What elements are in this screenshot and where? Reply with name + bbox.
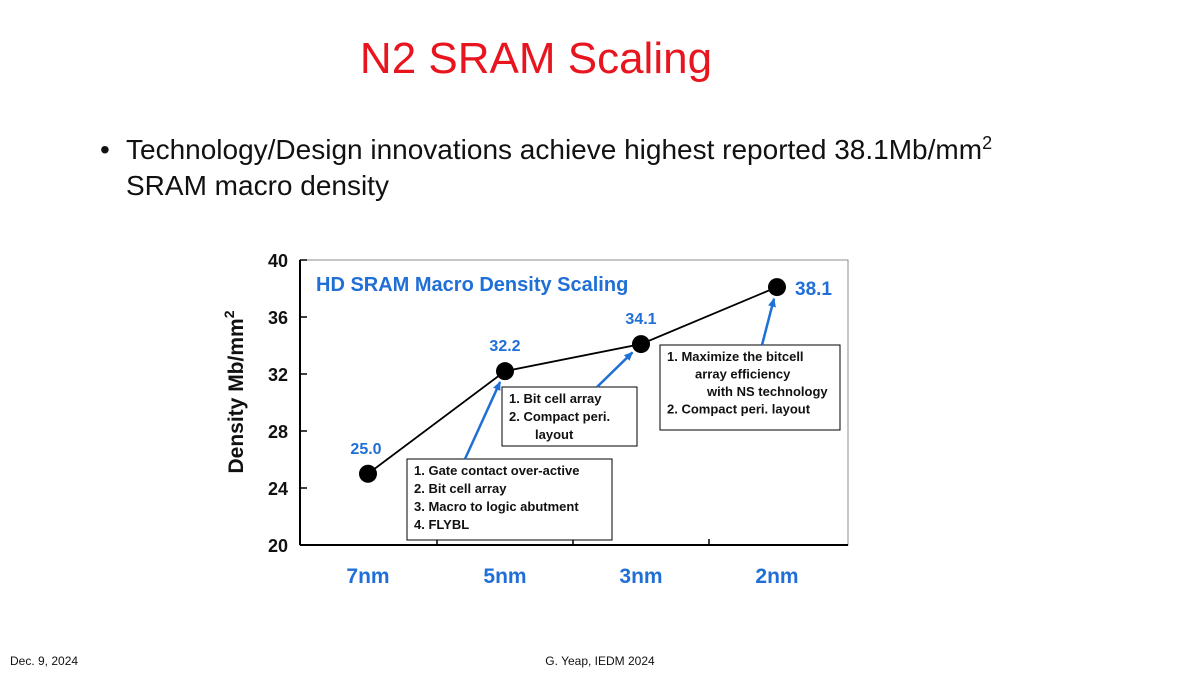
density-trend-line <box>367 286 778 475</box>
annotation-line: layout <box>535 427 574 442</box>
annotations: 1. Gate contact over-active 2. Bit cell a… <box>406 297 841 541</box>
x-tick-label: 2nm <box>755 565 798 588</box>
annotation-box <box>501 386 638 447</box>
data-point <box>496 362 514 381</box>
annotation-box <box>406 458 613 541</box>
y-tick-label: 36 <box>268 308 288 328</box>
x-tick-label: 5nm <box>483 565 526 588</box>
bullet-dot: • <box>100 134 110 165</box>
x-ticks: 7nm 5nm 3nm 2nm <box>346 539 799 588</box>
annotation-line: 1. Maximize the bitcell <box>667 349 804 364</box>
data-point <box>768 278 786 297</box>
annotation-line: 2. Compact peri. <box>509 409 610 424</box>
x-tick-label: 3nm <box>619 565 662 588</box>
data-label: 38.1 <box>795 279 832 300</box>
data-label: 34.1 <box>625 311 656 328</box>
bullet-text-line1: Technology/Design innovations achieve hi… <box>126 134 983 165</box>
y-tick-label: 40 <box>268 251 288 271</box>
y-axis-label-text: Density Mb/mm <box>225 318 248 473</box>
slide-title: N2 SRAM Scaling <box>359 34 713 83</box>
y-axis-label: Density Mb/mm2 <box>221 310 248 473</box>
y-tick-label: 24 <box>268 479 288 499</box>
y-ticks: 20 24 28 32 36 40 <box>268 251 307 556</box>
annotation-line: 4. FLYBL <box>414 517 469 532</box>
y-tick-label: 28 <box>268 422 288 442</box>
annotation-line: with NS technology <box>706 384 828 399</box>
footer-credit: G. Yeap, IEDM 2024 <box>545 654 655 668</box>
annotation-line: 2. Bit cell array <box>414 481 507 496</box>
annotation-line: 2. Compact peri. layout <box>667 402 811 417</box>
data-label: 32.2 <box>489 338 520 355</box>
x-tick-label: 7nm <box>346 565 389 588</box>
data-point <box>632 335 650 354</box>
y-tick-label: 20 <box>268 536 288 556</box>
annotation-arrow <box>760 297 776 346</box>
chart-title: HD SRAM Macro Density Scaling <box>316 274 628 296</box>
annotation-arrow <box>463 381 502 460</box>
y-axis-label-superscript: 2 <box>221 310 237 318</box>
bullet-text-line2: SRAM macro density <box>126 170 389 201</box>
data-points <box>359 278 786 483</box>
footer-date: Dec. 9, 2024 <box>10 654 79 668</box>
series-line <box>367 286 778 475</box>
data-label: 25.0 <box>350 441 381 458</box>
annotation-box <box>659 344 841 431</box>
annotation-line: array efficiency <box>695 367 791 382</box>
bullet-superscript: 2 <box>982 133 993 153</box>
bullet-text: Technology/Design innovations achieve hi… <box>126 132 1086 204</box>
y-tick-label: 32 <box>268 365 288 385</box>
annotation-line: 1. Bit cell array <box>509 391 602 406</box>
annotation-line: 1. Gate contact over-active <box>414 463 579 478</box>
annotation-arrow <box>596 351 634 388</box>
annotation-line: 3. Macro to logic abutment <box>414 499 579 514</box>
data-point <box>359 464 377 483</box>
data-labels: 25.0 32.2 34.1 38.1 <box>350 279 832 458</box>
